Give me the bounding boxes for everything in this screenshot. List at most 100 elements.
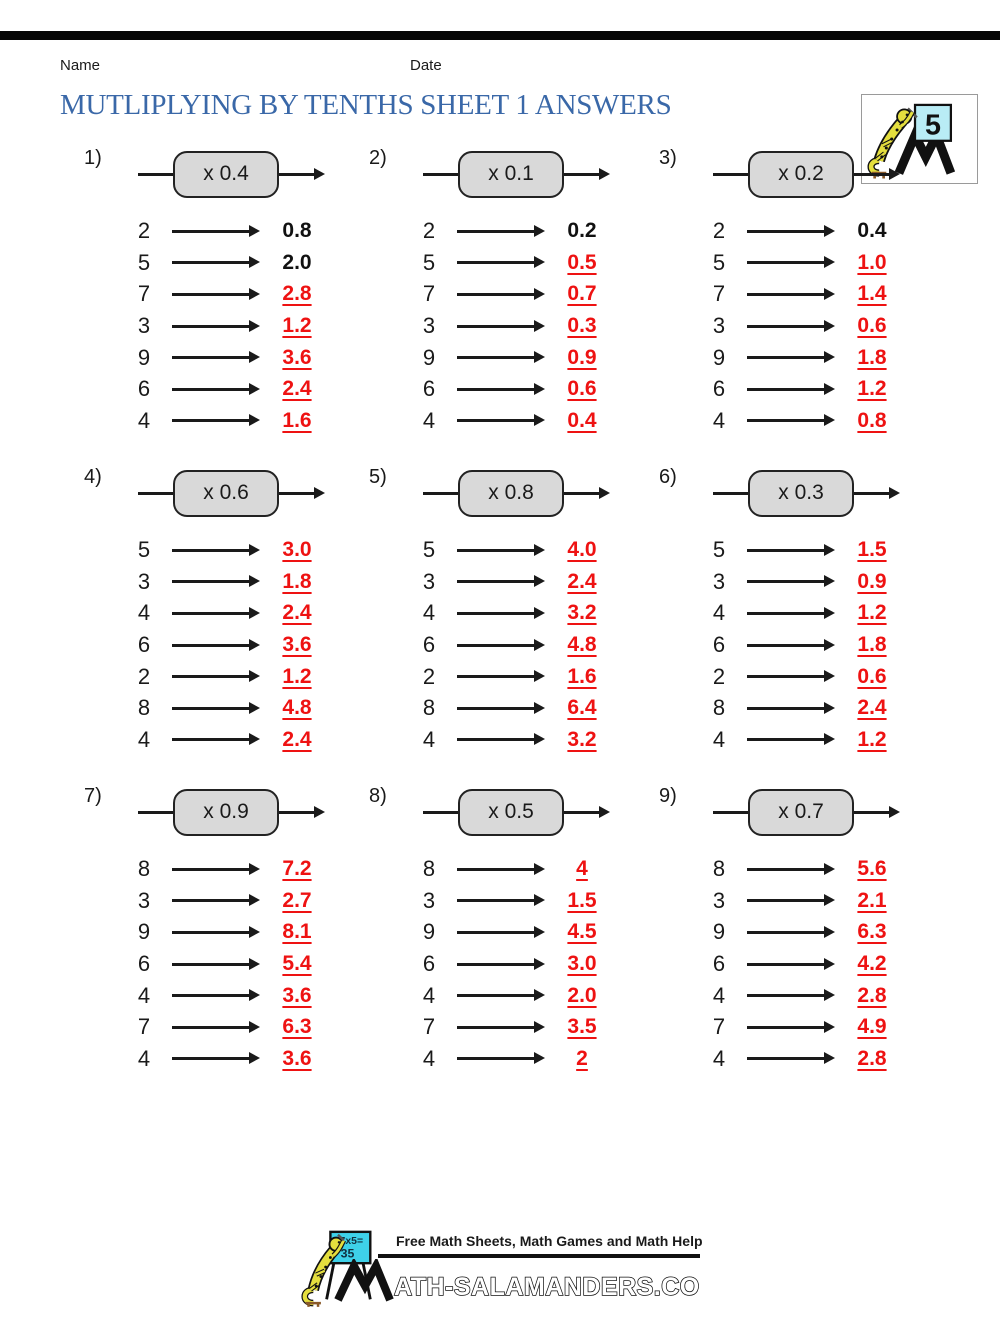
footer-board-text-line2: 35: [341, 1247, 355, 1261]
mapping-arrow-icon: [172, 287, 260, 300]
input-value: 5: [422, 249, 436, 275]
mapping-row: 2 0.6: [705, 661, 928, 693]
answer-value: 5.4: [282, 952, 312, 976]
footer-wordmark: ATH-SALAMANDERS.COM: [332, 1256, 721, 1308]
answer-value: 0.9: [567, 345, 597, 369]
machine-input-line: [138, 810, 173, 814]
mapping-row: 4 2.8: [705, 1043, 928, 1075]
grade-number: 5: [925, 110, 941, 142]
function-machine: 7) x 0.9: [58, 783, 343, 841]
mapping-row: 8 4: [415, 853, 633, 885]
mapping-row: 4 3.6: [130, 1043, 343, 1075]
machine-output-arrow: [564, 167, 610, 180]
mapping-row: 4 2.0: [415, 980, 633, 1012]
mapping-row: 6 0.6: [415, 373, 633, 405]
mapping-row: 5 3.0: [130, 534, 343, 566]
mapping-row: 4 1.6: [130, 405, 343, 437]
grade-card: 5: [906, 103, 953, 142]
answer-value: 0.6: [857, 664, 887, 688]
machine-box: x 0.3: [748, 469, 854, 517]
machine-factor-label: x 0.8: [488, 481, 534, 505]
mapping-arrow-icon: [172, 701, 260, 714]
answer-value: 2.4: [857, 696, 887, 720]
answer-value: 1.5: [567, 888, 597, 912]
mapping-arrow-icon: [457, 989, 545, 1002]
mapping-row: 3 1.5: [415, 885, 633, 917]
mapping-arrow-icon: [747, 894, 835, 907]
mapping-row: 5 4.0: [415, 534, 633, 566]
mapping-arrow-icon: [747, 543, 835, 556]
input-value: 4: [137, 982, 151, 1008]
answer-value: 3.6: [282, 1046, 312, 1070]
problem-number: 5): [369, 466, 387, 489]
mapping-arrow-icon: [747, 575, 835, 588]
answer-value: 2.0: [567, 983, 597, 1007]
answer-value: 3.2: [567, 601, 597, 625]
input-value: 8: [137, 695, 151, 721]
machine-input-line: [713, 810, 748, 814]
machine-input-line: [423, 810, 458, 814]
answer-value: 1.8: [857, 345, 887, 369]
mapping-arrow-icon: [172, 543, 260, 556]
mapping-arrow-icon: [457, 287, 545, 300]
function-machine: 6) x 0.3: [633, 464, 928, 522]
input-value: 8: [712, 695, 726, 721]
answer-value: 3.0: [567, 952, 597, 976]
machine-box: x 0.9: [173, 788, 279, 836]
problem-number: 9): [659, 785, 677, 808]
problem-block: 8) x 0.5 8 4 3 1.5 9 4.5 6 3.0 4 2: [343, 783, 633, 1072]
mapping-row: 3 0.3: [415, 310, 633, 342]
answer-value: 1.2: [857, 727, 887, 751]
mapping-arrow-icon: [747, 1052, 835, 1065]
answer-value: 1.2: [857, 377, 887, 401]
mapping-arrow-icon: [747, 925, 835, 938]
problem-block: 3) x 0.2 2 0.4 5 1.0 7 1.4 3 0.6 9: [633, 145, 928, 434]
machine-box: x 0.2: [748, 150, 854, 198]
input-value: 4: [137, 407, 151, 433]
mapping-row: 7 4.9: [705, 1011, 928, 1043]
page-top-border: [0, 31, 1000, 40]
machine-factor-label: x 0.7: [778, 800, 824, 824]
mapping-row: 4 2.8: [705, 980, 928, 1012]
mapping-rows: 2 0.4 5 1.0 7 1.4 3 0.6 9 1.8 6 1.2 4 0.…: [705, 215, 928, 436]
mapping-arrow-icon: [172, 925, 260, 938]
mapping-row: 7 1.4: [705, 279, 928, 311]
mapping-row: 4 2.4: [130, 724, 343, 756]
footer-rule: [378, 1254, 700, 1258]
mapping-rows: 5 1.5 3 0.9 4 1.2 6 1.8 2 0.6 8 2.4 4 1.…: [705, 534, 928, 755]
answer-value: 0.3: [567, 314, 597, 338]
mapping-arrow-icon: [457, 543, 545, 556]
m-logo-icon: [894, 124, 956, 175]
answer-value: 2.4: [282, 377, 312, 401]
machine-output-arrow: [279, 167, 325, 180]
machine-output-arrow: [279, 486, 325, 499]
mapping-arrow-icon: [172, 351, 260, 364]
mapping-row: 8 5.6: [705, 853, 928, 885]
mapping-row: 8 7.2: [130, 853, 343, 885]
mapping-row: 6 1.2: [705, 373, 928, 405]
mapping-arrow-icon: [457, 733, 545, 746]
input-value: 2: [712, 663, 726, 689]
machine-box: x 0.4: [173, 150, 279, 198]
mapping-arrow-icon: [457, 1052, 545, 1065]
answer-value: 8.1: [282, 920, 312, 944]
input-value: 6: [712, 376, 726, 402]
machine-output-arrow: [854, 486, 900, 499]
answer-value: 1.6: [282, 408, 312, 432]
input-value: 4: [422, 982, 436, 1008]
machine-factor-label: x 0.2: [778, 162, 824, 186]
answer-value: 3.6: [282, 633, 312, 657]
answer-value: 0.9: [857, 569, 887, 593]
mapping-arrow-icon: [457, 670, 545, 683]
mapping-arrow-icon: [172, 638, 260, 651]
machine-input-line: [423, 491, 458, 495]
mapping-row: 4 0.4: [415, 405, 633, 437]
input-value: 4: [712, 1045, 726, 1071]
answer-value: 0.8: [857, 408, 887, 432]
answer-value: 5.6: [857, 857, 887, 881]
answer-value: 1.2: [282, 664, 312, 688]
mapping-arrow-icon: [457, 894, 545, 907]
mapping-row: 2 1.2: [130, 661, 343, 693]
mapping-arrow-icon: [457, 862, 545, 875]
input-value: 2: [137, 663, 151, 689]
